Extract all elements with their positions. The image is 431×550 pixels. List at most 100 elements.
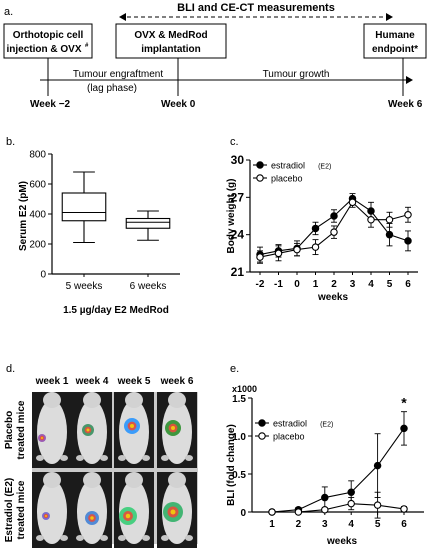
c-point-placebo [293, 245, 301, 254]
box1-line2: injection & OVX [6, 44, 81, 55]
e-xtick-label: 1 [269, 519, 275, 530]
e-xtick-label: 3 [322, 519, 328, 530]
c-xtick-label: 0 [294, 279, 300, 290]
img-col-4: week 6 [160, 376, 194, 387]
e-xlabel: weeks [326, 536, 357, 547]
c-legend-label: placebo [271, 174, 303, 184]
panel-label-a: a. [4, 6, 13, 18]
e-legend-sub: (E2) [320, 422, 333, 429]
c-ytick-label: 21 [231, 265, 245, 279]
e-series-line-estradiol [271, 428, 405, 513]
e-point-estradiol [268, 508, 276, 516]
timeline-figure: a. BLI and CE-CT measurements Orthotopic… [3, 2, 427, 110]
c-xlabel: weeks [317, 292, 348, 303]
panel-label-e: e. [230, 363, 239, 375]
e-point-placebo [321, 505, 329, 514]
c-point-estradiol [274, 247, 283, 255]
c-ylabel: Body weight (g) [226, 179, 237, 254]
c-point-estradiol [256, 250, 264, 259]
b-box [61, 192, 107, 222]
bli-image-grid [32, 392, 198, 544]
week-label-0: Week 0 [161, 99, 196, 110]
c-point-placebo [330, 228, 338, 236]
b-xtick-label: 6 weeks [130, 281, 167, 292]
c-point-estradiol [385, 230, 394, 239]
panel-label-d: d. [6, 363, 15, 375]
c-xtick-label: 5 [387, 279, 393, 290]
c-xtick-label: 3 [350, 279, 356, 290]
b-ytick-label: 400 [29, 210, 46, 221]
box1-sup: # [85, 43, 89, 49]
c-point-placebo [311, 243, 320, 251]
b-xlabel: 1.5 µg/day E2 MedRod [63, 305, 169, 316]
phase1-line1: Tumour engraftment [73, 69, 163, 80]
c-legend-label: estradiol [271, 161, 305, 171]
c-legend-marker [256, 161, 264, 169]
c-ytick-label: 24 [231, 228, 245, 242]
e-xtick-label: 2 [296, 519, 302, 530]
panel-label-b: b. [6, 136, 15, 148]
e-point-estradiol [347, 488, 355, 496]
c-point-estradiol [404, 237, 412, 245]
b-xtick-label: 5 weeks [66, 281, 103, 292]
phase1-line2: (lag phase) [87, 83, 137, 94]
img-col-2: week 4 [75, 376, 109, 387]
e-legend-marker [258, 432, 266, 440]
e-point-estradiol [294, 505, 303, 514]
e-point-placebo [373, 501, 382, 509]
e-legend-label: estradiol [273, 419, 307, 429]
b-box [125, 217, 171, 229]
e-point-estradiol [400, 424, 408, 433]
box2-line1: OVX & MedRod [134, 30, 207, 41]
timeline-box-medrod [115, 23, 227, 59]
img-col-3: week 5 [117, 376, 151, 387]
timeline-header: BLI and CE-CT measurements [177, 2, 335, 14]
img-col-1: week 1 [35, 376, 69, 387]
b-ytick-label: 200 [29, 240, 46, 251]
c-xtick-label: -1 [274, 279, 283, 290]
panel-label-c: c. [230, 136, 239, 148]
e-ytick-label: 1.0 [232, 432, 246, 443]
c-series-line-estradiol [259, 197, 409, 256]
img-row1-line2: treated mice [16, 400, 27, 459]
c-xtick-label: 1 [313, 279, 319, 290]
c-series-line-placebo [259, 201, 409, 258]
e-xtick-label: 4 [348, 519, 354, 530]
c-point-placebo [404, 211, 412, 219]
e-point-placebo [347, 499, 355, 508]
e-point-placebo [294, 508, 303, 516]
c-point-estradiol [293, 244, 301, 253]
e-ytick-label: 0.5 [232, 470, 246, 481]
e-point-placebo [400, 505, 408, 513]
c-ytick-label: 30 [231, 153, 245, 167]
c-point-placebo [256, 253, 264, 261]
e-series-line-placebo [272, 503, 405, 513]
b-ytick-label: 800 [29, 150, 46, 161]
e-ytick-label: 1.5 [232, 394, 246, 405]
e-point-estradiol [373, 461, 382, 470]
e-legend-label: placebo [273, 432, 305, 442]
c-point-estradiol [348, 194, 357, 203]
e-significance-mark: * [401, 395, 407, 411]
c-point-placebo [274, 249, 283, 258]
box3-line1: Humane [375, 30, 415, 41]
c-xtick-label: 2 [331, 279, 337, 290]
c-legend-marker [256, 174, 264, 182]
c-xtick-label: -2 [256, 279, 265, 290]
c-ytick-label: 27 [231, 190, 245, 204]
box2-line2: implantation [141, 44, 200, 55]
c-point-placebo [367, 215, 375, 224]
c-point-estradiol [311, 224, 320, 233]
c-point-estradiol [330, 212, 338, 220]
b-ytick-label: 0 [40, 270, 46, 281]
box1-line1: Orthotopic cell [13, 30, 84, 41]
c-legend-sub: (E2) [318, 164, 331, 171]
phase2-label: Tumour growth [263, 69, 330, 80]
week-label-6: Week 6 [388, 99, 423, 110]
c-point-estradiol [367, 207, 375, 215]
e-xtick-label: 5 [375, 519, 381, 530]
c-point-placebo [348, 198, 357, 207]
box3-line2: endpoint* [372, 44, 418, 55]
e-xtick-label: 6 [401, 519, 407, 530]
img-row1-line1: Placebo [4, 411, 15, 449]
